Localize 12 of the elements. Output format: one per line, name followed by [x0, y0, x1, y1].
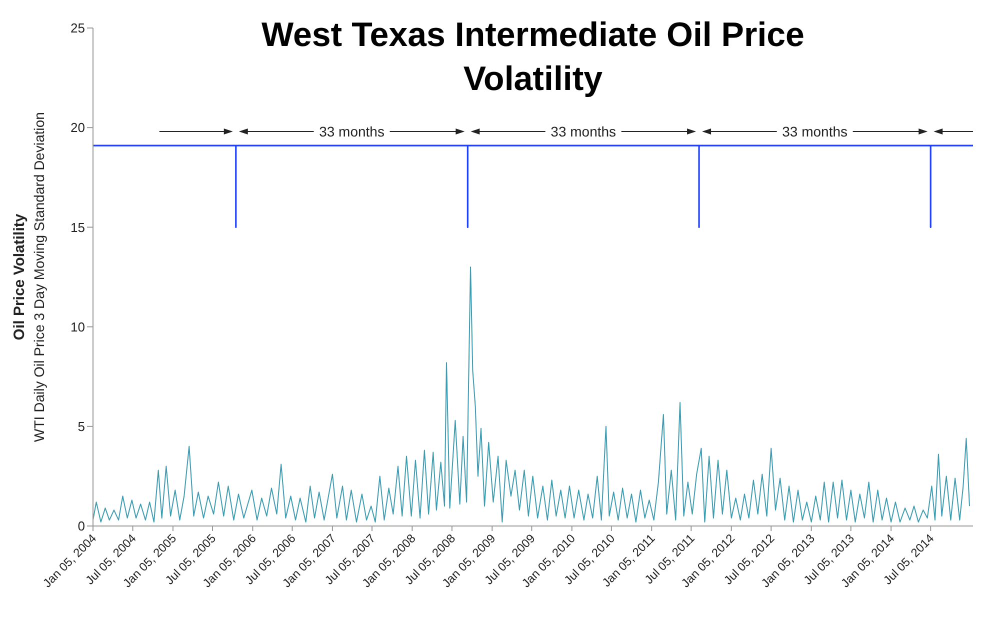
y-tick-label: 15 — [70, 220, 85, 235]
y-tick-label: 25 — [70, 20, 85, 36]
y-tick-label: 5 — [78, 419, 85, 434]
y-tick-label: 0 — [78, 518, 85, 534]
annotation: 33 months — [782, 124, 848, 140]
line-series — [93, 266, 970, 523]
y-axis-title: Oil Price Volatility WTI Daily Oil Price 3 Day Moving Standard Deviation — [11, 112, 47, 442]
y-tick-label: 10 — [70, 319, 85, 334]
annotation: 33 months — [319, 124, 384, 140]
annotation: 33 months — [550, 124, 616, 140]
y-tick-label: 20 — [70, 120, 85, 136]
chart-title: West Texas Intermediate Oil Price Volatility — [262, 16, 804, 98]
